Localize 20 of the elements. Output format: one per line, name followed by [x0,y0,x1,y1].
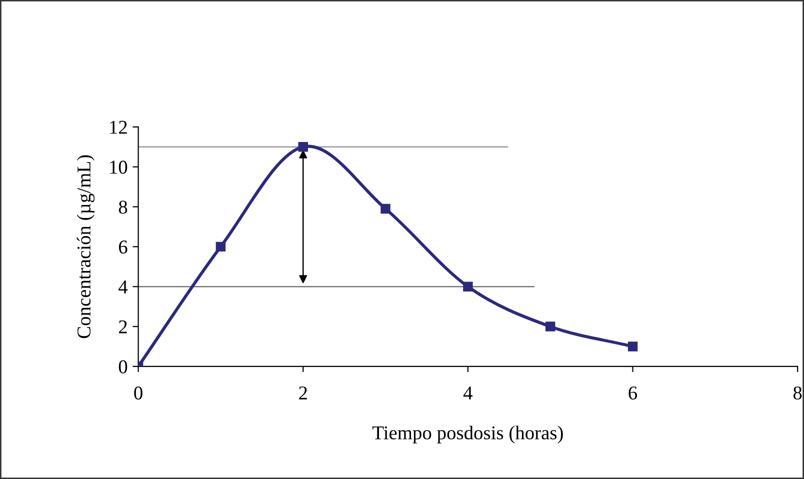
point [463,282,473,292]
x-axis-title: Tiempo posdosis (horas) [372,426,563,444]
point [216,242,226,252]
x-tick-label: 2 [299,386,307,400]
point [545,322,556,332]
y-tick-label: 4 [118,280,128,294]
point [628,342,638,352]
point [298,142,308,152]
y-axis-title: Concentración (µg/mL) [76,155,95,338]
y-tick-label: 2 [119,320,127,334]
x-tick-label: 0 [134,386,142,400]
y-tick-label: 8 [118,200,128,214]
y-tick-label: 0 [118,360,128,374]
y-tick-label: 6 [118,240,128,254]
y-tick-label: 10 [110,160,128,174]
point [380,204,390,214]
x-tick-label: 8 [793,386,802,400]
y-tick-label: 12 [110,120,127,134]
x-tick-label: 4 [463,386,472,400]
x-tick-label: 6 [628,386,638,400]
